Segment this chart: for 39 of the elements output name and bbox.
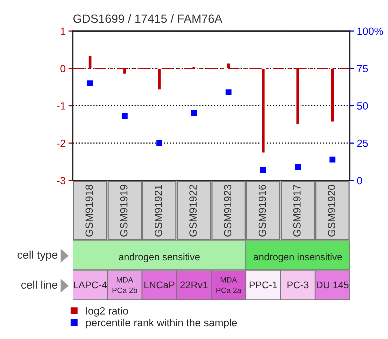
- chart-title: GDS1699 / 17415 / FAM76A: [74, 14, 223, 24]
- y2-tick-label: 100%: [358, 28, 384, 36]
- text: cell type: [18, 250, 58, 262]
- point: [330, 156, 336, 163]
- point: [260, 167, 266, 174]
- text: PPC-1: [250, 282, 278, 289]
- x-tick-label: GSM91917: [293, 185, 301, 237]
- point: [87, 80, 94, 87]
- text: androgen insensitive: [254, 253, 342, 263]
- legend-label: percentile rank within the sample: [86, 318, 238, 329]
- x-tick-label: GSM91923: [224, 185, 232, 237]
- y2-tick-label: 50: [357, 102, 368, 110]
- point: [226, 90, 232, 96]
- point: [122, 114, 128, 120]
- text: androgen sensitive: [119, 253, 200, 263]
- x-tick-label: GSM91920: [328, 185, 336, 237]
- y-tick-label: -3: [57, 177, 66, 185]
- x-tick-label: GSM91922: [190, 185, 197, 237]
- x-tick-label: GSM91918: [86, 185, 94, 237]
- text: PC-3: [288, 282, 309, 289]
- point: [156, 140, 163, 146]
- text: LAPC-4: [74, 282, 108, 289]
- y2-tick-label: 25: [357, 140, 368, 148]
- point: [295, 164, 302, 170]
- text: LNCaP: [144, 282, 175, 289]
- text: cell line: [22, 280, 58, 289]
- point: [191, 110, 198, 116]
- x-tick-label: GSM91916: [258, 185, 266, 237]
- x-tick-label: GSM91921: [154, 185, 162, 237]
- legend-label: log2 ratio: [86, 307, 128, 317]
- text: DU 145: [317, 282, 349, 289]
- y2-tick-label: 0: [357, 177, 362, 185]
- y2-tick-label: 75: [357, 65, 368, 73]
- x-tick-label: GSM91919: [120, 185, 128, 237]
- y-tick-label: -1: [57, 102, 66, 110]
- y-tick-label: -2: [57, 140, 66, 148]
- y-tick-label: 0: [60, 65, 66, 73]
- text: 22Rv1: [180, 282, 208, 289]
- y-tick-label: 1: [61, 28, 66, 36]
